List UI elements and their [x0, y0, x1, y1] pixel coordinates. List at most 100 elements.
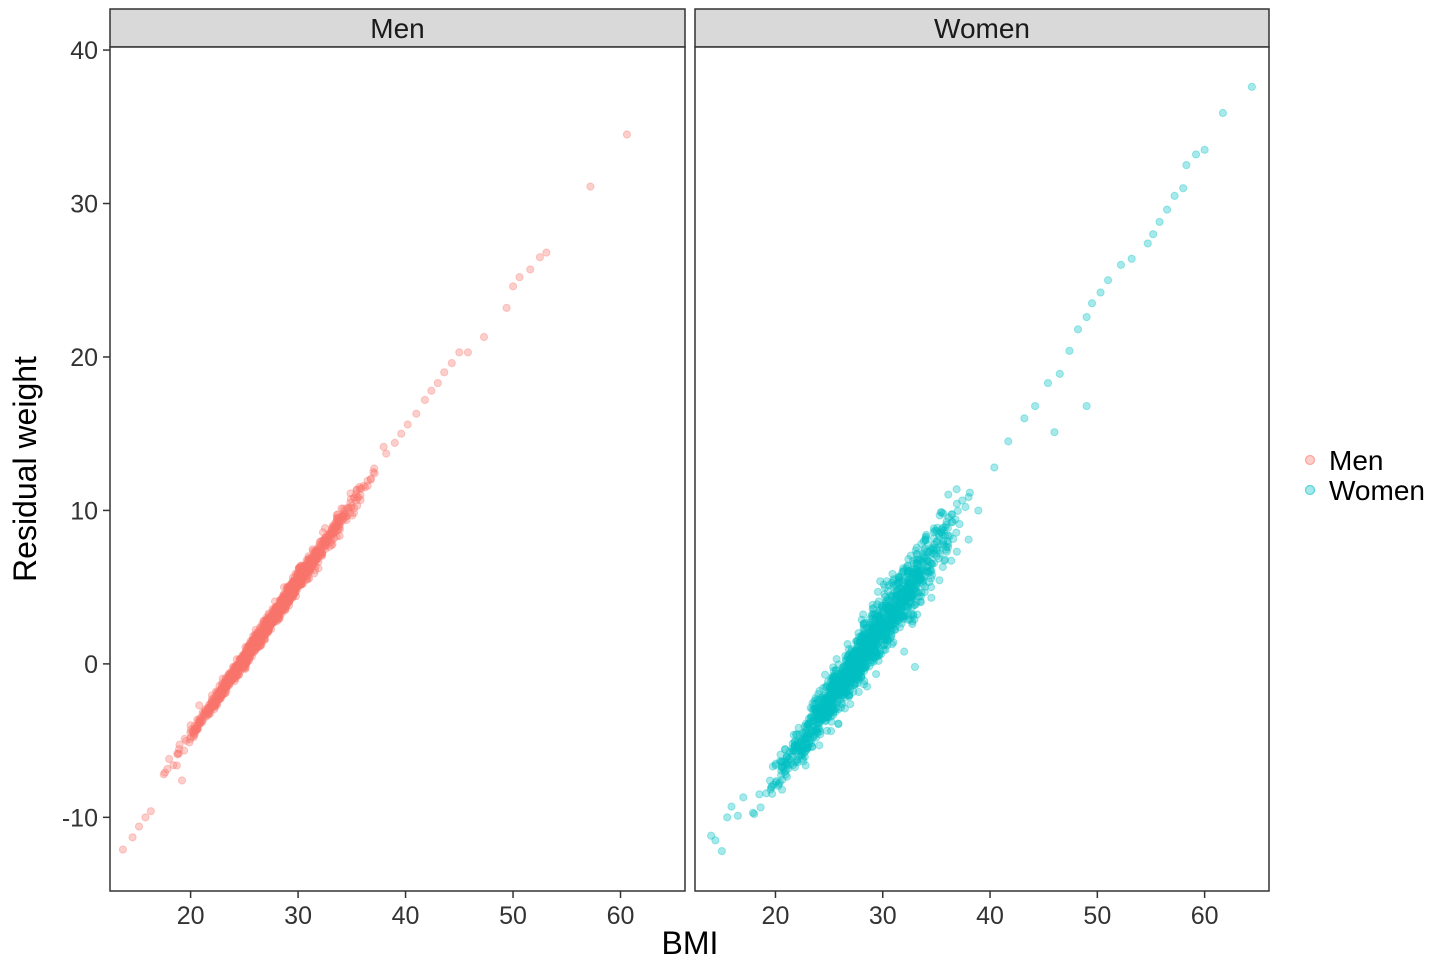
- data-point-men: [257, 637, 266, 646]
- data-point-men: [296, 568, 305, 577]
- data-point-men: [268, 619, 277, 628]
- data-point-men: [284, 601, 294, 610]
- legend-label-men: Men: [1329, 445, 1383, 476]
- data-point-men: [348, 511, 357, 520]
- data-point-men: [268, 613, 277, 622]
- data-point-women: [711, 836, 720, 845]
- data-point-men: [244, 642, 253, 651]
- strip-background-men: [109, 8, 686, 48]
- data-point-women: [821, 696, 830, 706]
- data-point-men: [217, 690, 226, 700]
- data-point-women: [820, 670, 830, 679]
- data-point-men: [237, 655, 246, 664]
- data-point-men: [203, 707, 212, 716]
- data-point-men: [289, 588, 299, 597]
- data-point-men: [586, 182, 595, 191]
- data-point-men: [206, 704, 216, 713]
- data-point-men: [204, 707, 213, 716]
- data-point-men: [251, 642, 260, 651]
- data-point-men: [283, 582, 292, 591]
- data-point-men: [244, 649, 253, 658]
- data-point-men: [286, 590, 295, 599]
- data-point-men: [231, 668, 240, 678]
- data-point-men: [278, 604, 287, 613]
- data-point-men: [273, 606, 283, 615]
- data-point-women: [1218, 108, 1227, 118]
- data-point-men: [347, 501, 356, 510]
- data-point-men: [212, 698, 221, 707]
- data-point-men: [211, 700, 220, 709]
- data-point-men: [267, 613, 276, 622]
- data-point-women: [917, 565, 926, 574]
- data-point-men: [240, 659, 249, 668]
- data-point-men: [234, 660, 244, 669]
- data-point-women: [1043, 378, 1053, 388]
- data-point-women: [849, 652, 858, 661]
- data-point-women: [881, 645, 890, 654]
- data-point-men: [284, 584, 293, 594]
- data-point-men: [288, 577, 297, 586]
- data-point-men: [193, 724, 203, 733]
- data-point-men: [264, 609, 273, 618]
- data-point-men: [311, 555, 320, 564]
- data-point-men: [300, 561, 309, 571]
- data-point-men: [299, 565, 308, 575]
- data-point-men: [274, 612, 283, 621]
- data-point-women: [990, 463, 999, 472]
- data-point-men: [230, 663, 240, 672]
- data-point-men: [230, 673, 239, 683]
- data-point-men: [291, 580, 300, 589]
- data-point-men: [258, 634, 267, 643]
- data-point-women: [848, 661, 858, 670]
- data-point-men: [284, 596, 293, 605]
- data-point-men: [247, 647, 257, 657]
- data-point-women: [827, 686, 836, 695]
- data-point-men: [318, 528, 328, 537]
- data-point-men: [340, 514, 349, 523]
- data-point-men: [266, 619, 275, 628]
- data-point-men: [239, 660, 248, 669]
- data-point-men: [259, 616, 268, 626]
- y-tick-label: 0: [84, 651, 98, 679]
- data-point-men: [160, 768, 170, 777]
- data-point-women: [1103, 276, 1113, 285]
- data-point-women: [1247, 82, 1256, 92]
- data-point-men: [246, 636, 255, 645]
- data-point-men: [277, 603, 286, 613]
- data-point-women: [834, 719, 843, 729]
- data-point-men: [232, 670, 242, 679]
- data-point-men: [297, 569, 306, 578]
- data-point-men: [298, 570, 307, 579]
- data-point-women: [819, 684, 828, 693]
- data-point-women: [871, 669, 881, 679]
- data-point-women: [883, 595, 892, 604]
- data-point-men: [254, 633, 263, 642]
- data-point-men: [207, 702, 216, 712]
- data-point-women: [756, 803, 765, 812]
- data-point-men: [303, 557, 312, 566]
- data-point-women: [911, 583, 920, 593]
- data-point-men: [321, 535, 330, 545]
- data-point-men: [329, 529, 338, 538]
- data-point-women: [1143, 239, 1152, 248]
- data-point-women: [1004, 437, 1013, 446]
- data-point-women: [826, 727, 836, 736]
- data-point-men: [307, 555, 317, 565]
- data-point-men: [146, 807, 155, 816]
- data-point-men: [287, 592, 296, 601]
- data-point-women: [1200, 145, 1209, 154]
- data-point-men: [285, 588, 294, 597]
- data-point-men: [275, 596, 284, 605]
- data-point-men: [228, 675, 237, 684]
- data-point-men: [306, 560, 315, 569]
- data-point-men: [288, 591, 298, 600]
- data-point-men: [249, 641, 258, 651]
- data-point-men: [282, 594, 291, 604]
- data-point-women: [903, 601, 913, 610]
- data-point-men: [246, 647, 255, 656]
- data-point-women: [829, 676, 838, 685]
- data-point-men: [210, 694, 219, 703]
- y-tick-label: -10: [62, 804, 98, 832]
- data-point-women: [938, 523, 947, 532]
